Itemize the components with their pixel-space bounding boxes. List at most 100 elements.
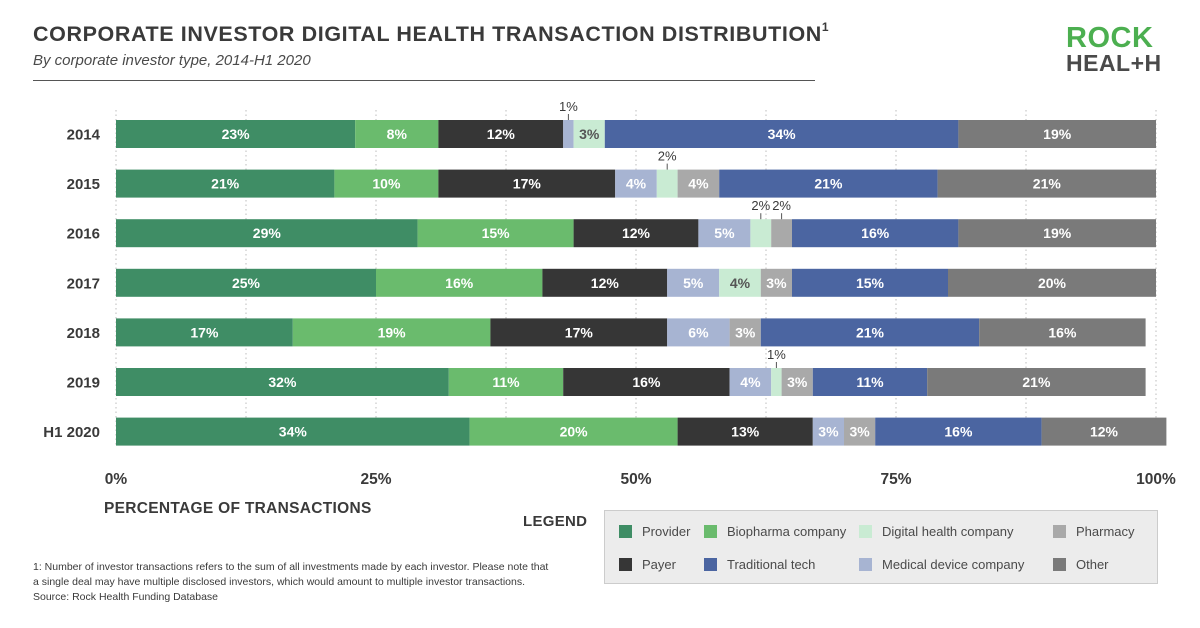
stacked-bar-chart: 2014 23% 8% 12% 3% 34% 19% 2015 21% 10% 17% 4% 4% 21%…: [43, 99, 1176, 488]
data-label: 4%: [688, 176, 709, 192]
bar-medical-device-company: [812, 417, 844, 446]
footnote-line-2: a single deal may have multiple disclose…: [33, 576, 525, 588]
legend-item-pharmacy: Pharmacy: [1053, 524, 1135, 539]
data-label: 13%: [731, 424, 760, 440]
data-label: 16%: [632, 374, 661, 390]
legend-label: Payer: [642, 557, 676, 572]
data-label: 34%: [279, 424, 308, 440]
y-tick-label: 2017: [67, 275, 100, 292]
bar-payer: [677, 417, 813, 446]
bar-other: [1041, 417, 1167, 446]
bar-provider: [116, 219, 418, 248]
data-label: 21%: [211, 176, 240, 192]
data-label: 21%: [1022, 374, 1051, 390]
chart-title: CORPORATE INVESTOR DIGITAL HEALTH TRANSA…: [33, 20, 830, 47]
data-label: 19%: [1043, 126, 1072, 142]
legend: Provider Biopharma company Digital health …: [604, 510, 1158, 584]
data-label: 4%: [730, 275, 751, 291]
legend-label: Traditional tech: [727, 557, 816, 572]
data-label: 11%: [492, 374, 520, 390]
bar-provider: [116, 368, 449, 396]
chart-subtitle: By corporate investor type, 2014-H1 2020: [33, 52, 311, 69]
bar-medical-device-company: [667, 268, 720, 297]
bar-provider: [116, 120, 356, 148]
x-axis-title: PERCENTAGE OF TRANSACTIONS: [104, 500, 372, 517]
data-label: 10%: [372, 176, 401, 192]
legend-item-digital-health-company: Digital health company: [859, 524, 1014, 539]
legend-title: LEGEND: [523, 513, 588, 530]
data-label: 19%: [378, 324, 407, 340]
bar-medical-device-company: [698, 219, 751, 248]
data-label: 21%: [814, 176, 843, 192]
bar-payer: [438, 169, 616, 198]
bar-traditional-tech: [812, 368, 928, 396]
bar-provider: [116, 417, 470, 446]
legend-item-traditional-tech: Traditional tech: [704, 557, 815, 572]
data-label: 32%: [268, 374, 297, 390]
title-footnote-marker: 1: [821, 20, 830, 34]
bar-biopharma-company: [292, 318, 491, 347]
data-label: 17%: [565, 324, 594, 340]
title-divider: [33, 80, 815, 81]
bar-medical-device-company: [563, 120, 574, 148]
data-label: 3%: [766, 275, 787, 291]
data-label: 25%: [232, 275, 261, 291]
data-label: 21%: [856, 324, 885, 340]
legend-item-other: Other: [1053, 557, 1109, 572]
data-label: 17%: [190, 324, 219, 340]
legend-swatch: [619, 525, 632, 538]
bar-digital-health-company: [573, 120, 605, 148]
legend-swatch: [1053, 525, 1066, 538]
bar-traditional-tech: [875, 417, 1042, 446]
data-label: 20%: [560, 424, 589, 440]
x-tick-label: 100%: [1136, 471, 1176, 488]
data-label: 12%: [1090, 424, 1119, 440]
legend-label: Medical device company: [882, 557, 1025, 572]
bar-traditional-tech: [604, 120, 959, 148]
callout-label: 2%: [772, 198, 791, 213]
data-label: 3%: [787, 374, 808, 390]
bar-other: [958, 120, 1156, 148]
legend-item-payer: Payer: [619, 557, 676, 572]
bar-pharmacy: [844, 417, 876, 446]
bar-traditional-tech: [792, 268, 948, 297]
bar-other: [948, 268, 1156, 297]
y-tick-label: 2015: [67, 176, 100, 193]
data-label: 3%: [735, 324, 756, 340]
bar-digital-health-company: [656, 169, 678, 198]
data-label: 15%: [482, 225, 511, 241]
legend-item-provider: Provider: [619, 524, 690, 539]
data-label: 8%: [387, 126, 408, 142]
legend-label: Biopharma company: [727, 524, 847, 539]
bar-digital-health-company: [719, 268, 761, 297]
bar-pharmacy: [771, 219, 792, 248]
bar-biopharma-company: [469, 417, 678, 446]
legend-swatch: [859, 525, 872, 538]
bar-traditional-tech: [792, 219, 959, 248]
data-label: 5%: [714, 225, 735, 241]
data-label: 34%: [768, 126, 797, 142]
bar-pharmacy: [760, 268, 792, 297]
footnote: 1: Number of investor transactions refer…: [33, 560, 603, 605]
bar-medical-device-company: [667, 318, 730, 347]
y-tick-label: 2018: [67, 325, 100, 342]
x-tick-label: 50%: [620, 471, 651, 488]
callout-label: 1%: [559, 99, 578, 114]
bar-biopharma-company: [355, 120, 439, 148]
bar-medical-device-company: [615, 169, 657, 198]
bar-digital-health-company: [750, 219, 772, 248]
data-label: 3%: [849, 424, 870, 440]
data-label: 3%: [579, 126, 600, 142]
legend-label: Other: [1076, 557, 1109, 572]
bar-biopharma-company: [376, 268, 543, 297]
legend-swatch: [859, 558, 872, 571]
bar-other: [937, 169, 1156, 198]
legend-item-medical-device-company: Medical device company: [859, 557, 1024, 572]
bar-digital-health-company: [771, 368, 782, 396]
data-label: 16%: [861, 225, 890, 241]
bar-payer: [563, 368, 730, 396]
data-label: 5%: [683, 275, 704, 291]
legend-label: Pharmacy: [1076, 524, 1135, 539]
footnote-source: Source: Rock Health Funding Database: [33, 591, 219, 603]
x-tick-label: 25%: [360, 471, 391, 488]
